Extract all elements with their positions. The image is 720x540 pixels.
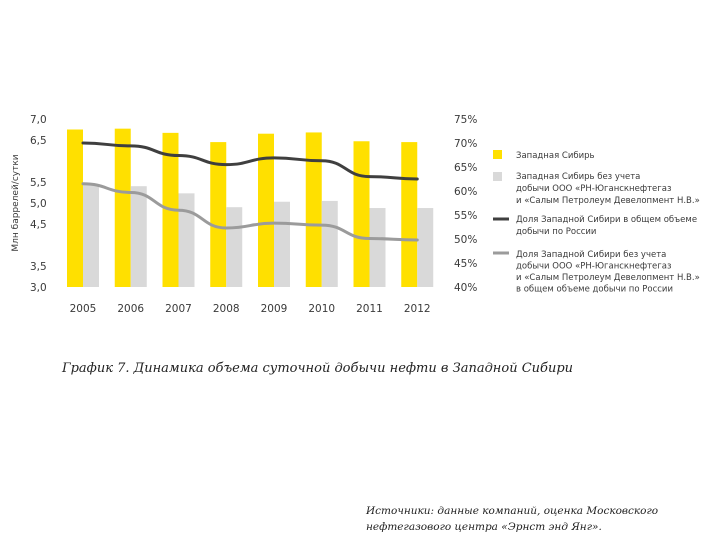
bar-west-siberia-excl: [130, 186, 147, 287]
bar-west-siberia-excl: [417, 208, 434, 287]
bar-west-siberia-excl: [83, 184, 99, 287]
bar-west-siberia: [353, 141, 370, 287]
y-tick-label: 3,5: [30, 261, 47, 273]
y-tick-label: 5,5: [30, 177, 47, 189]
legend-label: Западная Сибирь без учета: [516, 172, 640, 182]
y2-tick-label: 65%: [454, 162, 477, 174]
bar-west-siberia: [114, 128, 131, 287]
y2-tick-label: 40%: [454, 282, 477, 294]
legend-swatch-west-siberia-excl: [493, 172, 502, 181]
source-note: Источники: данные компаний, оценка Моско…: [366, 505, 659, 533]
y2-tick-label: 75%: [454, 114, 477, 126]
x-tick-label: 2006: [117, 303, 144, 315]
legend-label: добычи ООО «РН-Юганскнефтегаз: [516, 184, 672, 194]
legend-label: и «Салым Петролеум Девелопмент Н.В.»: [516, 273, 700, 283]
y2-tick-label: 50%: [454, 234, 477, 246]
bar-west-siberia-excl: [274, 201, 290, 287]
y-tick-label: 5,0: [30, 198, 47, 210]
line-share-west-siberia-excl: [81, 182, 419, 242]
bar-west-siberia: [305, 132, 322, 287]
legend-label: в общем объеме добычи по России: [516, 285, 673, 295]
legend-swatch-west-siberia: [493, 150, 502, 159]
y2-tick-label: 55%: [454, 210, 477, 222]
legend-label: Доля Западной Сибири в общем объеме: [516, 215, 697, 225]
x-tick-label: 2009: [261, 303, 288, 315]
bar-west-siberia: [67, 129, 83, 287]
bar-west-siberia: [210, 142, 227, 287]
x-tick-label: 2010: [308, 303, 335, 315]
legend-label: и «Салым Петролеум Девелопмент Н.В.»: [516, 196, 700, 206]
x-tick-label: 2007: [165, 303, 192, 315]
legend-label: Доля Западной Сибири без учета: [516, 250, 666, 260]
y-tick-label: 3,0: [30, 282, 47, 294]
chart: 7,0 6,5 5,5 5,0 4,5 3,5 3,0 Млн баррелей/сутки 7…: [11, 114, 700, 315]
y-tick-label: 4,5: [30, 219, 47, 231]
figure-caption: График 7. Динамика объема суточной добыч…: [62, 361, 574, 376]
bar-west-siberia-excl: [369, 208, 386, 287]
bar-west-siberia: [401, 142, 418, 287]
line-share-west-siberia: [81, 141, 419, 181]
y-tick-label: 7,0: [30, 114, 47, 126]
x-tick-label: 2012: [404, 303, 431, 315]
bar-west-siberia-excl: [321, 200, 338, 287]
y-tick-label: 6,5: [30, 135, 47, 147]
y2-tick-label: 70%: [454, 138, 477, 150]
y2-tick-label: 45%: [454, 258, 477, 270]
legend-label: добычи по России: [516, 227, 596, 237]
y-axis-label: Млн баррелей/сутки: [11, 154, 21, 251]
x-tick-label: 2008: [213, 303, 240, 315]
bar-west-siberia-excl: [226, 207, 243, 287]
y2-tick-label: 60%: [454, 186, 477, 198]
legend-label: добычи ООО «РН-Юганскнефтегаз: [516, 262, 672, 272]
x-tick-label: 2011: [356, 303, 383, 315]
bar-west-siberia: [258, 133, 274, 287]
legend-label: Западная Сибирь: [516, 151, 595, 161]
x-tick-label: 2005: [70, 303, 97, 315]
bar-west-siberia-excl: [178, 193, 195, 287]
